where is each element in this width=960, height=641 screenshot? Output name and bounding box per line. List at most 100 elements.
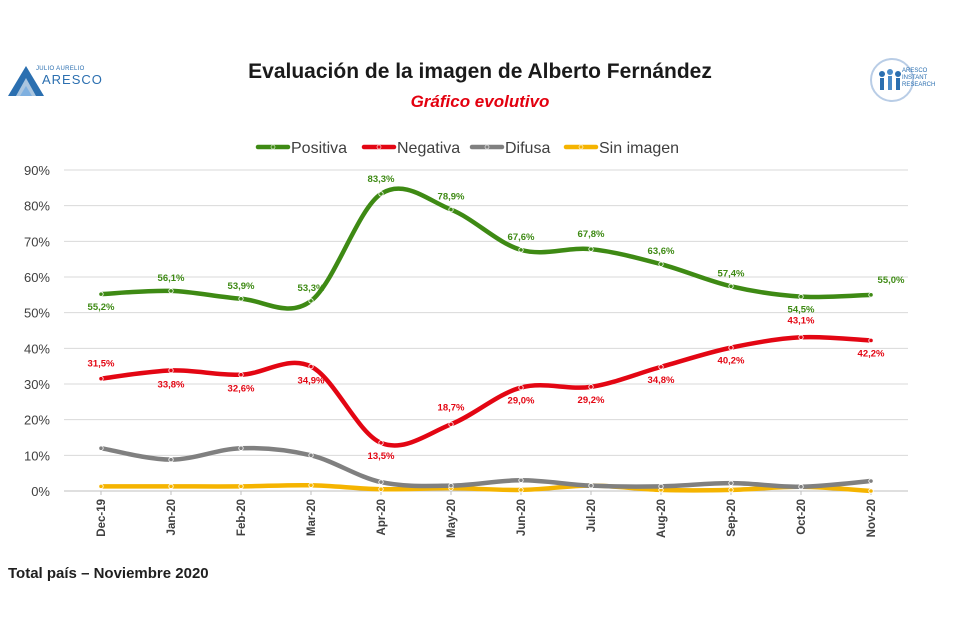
- x-tick-label: Jan-20: [166, 499, 178, 535]
- data-point: [798, 334, 804, 340]
- data-point: [168, 483, 174, 489]
- data-label: 67,6%: [508, 232, 535, 243]
- data-point: [798, 484, 804, 490]
- data-point: [868, 488, 874, 494]
- data-label: 32,6%: [228, 384, 255, 395]
- data-point: [658, 364, 664, 370]
- data-label: 42,2%: [858, 348, 885, 359]
- data-point: [238, 296, 244, 302]
- x-tick-label: May-20: [446, 499, 458, 538]
- data-label: 55,2%: [88, 302, 115, 313]
- data-point: [98, 376, 104, 382]
- data-label: 18,7%: [438, 402, 465, 413]
- y-tick-label: 70%: [24, 234, 50, 249]
- legend-marker: [484, 144, 490, 150]
- data-label: 78,9%: [438, 192, 465, 203]
- chart-legend: Positiva Negativa Difusa Sin imagen: [255, 140, 679, 157]
- data-point: [728, 487, 734, 493]
- data-point: [658, 483, 664, 489]
- data-point: [518, 487, 524, 493]
- data-label: 54,5%: [788, 305, 815, 316]
- footer-note: Total país – Noviembre 2020: [8, 565, 209, 582]
- y-axis: 0% 10% 20% 30% 40% 50% 60% 70% 80% 90%: [24, 163, 50, 499]
- data-label: 55,0%: [878, 275, 905, 286]
- x-axis: Dec-19 Jan-20 Feb-20 Mar-20 Apr-20 May-20 Jun-…: [96, 491, 878, 538]
- data-point: [308, 452, 314, 458]
- x-tick-label: Jul-20: [586, 499, 598, 532]
- chart-points: [98, 191, 874, 494]
- y-tick-label: 50%: [24, 306, 50, 321]
- data-point: [238, 372, 244, 378]
- data-label: 53,3%: [298, 283, 325, 294]
- legend-label: Sin imagen: [599, 140, 679, 157]
- legend-marker: [376, 144, 382, 150]
- y-tick-label: 20%: [24, 413, 50, 428]
- data-point: [728, 283, 734, 289]
- x-tick-label: Aug-20: [656, 499, 668, 538]
- logo-right-text: ARESCO INSTANT RESEARCH: [902, 68, 936, 88]
- data-point: [378, 440, 384, 446]
- data-point: [98, 445, 104, 451]
- y-tick-label: 40%: [24, 341, 50, 356]
- data-label: 57,4%: [718, 268, 745, 279]
- data-point: [518, 477, 524, 483]
- data-label: 29,0%: [508, 396, 535, 407]
- y-tick-label: 60%: [24, 270, 50, 285]
- data-point: [168, 367, 174, 374]
- data-label: 40,2%: [718, 356, 745, 367]
- data-label: 29,2%: [578, 395, 605, 406]
- data-label: 83,3%: [368, 174, 395, 185]
- data-label: 63,6%: [648, 246, 675, 257]
- data-label: 34,8%: [648, 375, 675, 386]
- data-point: [588, 246, 594, 252]
- chart-subtitle: Gráfico evolutivo: [410, 92, 550, 111]
- data-point: [98, 291, 104, 297]
- data-point: [308, 298, 314, 304]
- data-label: 13,5%: [368, 451, 395, 462]
- data-point: [518, 384, 524, 391]
- data-point: [798, 294, 804, 300]
- x-tick-label: Sep-20: [726, 499, 738, 537]
- data-point: [98, 483, 104, 489]
- logo-small-text: JULIO AURELIO: [36, 66, 85, 72]
- series-line-difusa: [98, 445, 874, 489]
- data-label: 43,1%: [788, 315, 815, 326]
- series-line-positiva: [98, 186, 874, 311]
- data-point: [588, 483, 594, 489]
- data-point: [378, 191, 384, 197]
- series-line-negativa: [98, 334, 874, 448]
- legend-marker: [578, 144, 584, 150]
- data-point: [868, 292, 874, 298]
- data-point: [448, 421, 454, 427]
- x-tick-label: Feb-20: [236, 499, 248, 536]
- data-point: [168, 288, 174, 294]
- data-point: [378, 479, 384, 485]
- chart-grid: [64, 169, 908, 492]
- x-tick-label: Jun-20: [516, 499, 528, 536]
- people-group-icon: [879, 69, 901, 90]
- aresco-instant-research-logo: ARESCO INSTANT RESEARCH: [866, 56, 935, 102]
- logo-ring-icon: [870, 58, 914, 102]
- y-tick-label: 0%: [31, 484, 50, 499]
- data-point: [518, 247, 524, 253]
- legend-label: Negativa: [397, 140, 460, 157]
- data-point: [588, 384, 594, 390]
- data-point: [728, 480, 734, 486]
- data-point: [308, 363, 314, 370]
- data-point: [868, 337, 874, 344]
- data-point: [238, 445, 244, 451]
- data-label: 56,1%: [158, 273, 185, 284]
- data-label: 33,8%: [158, 379, 185, 390]
- y-tick-label: 30%: [24, 377, 50, 392]
- y-tick-label: 10%: [24, 448, 50, 463]
- data-label: 67,8%: [578, 229, 605, 240]
- chart-data-labels: 55,2% 56,1% 53,9% 53,3% 83,3% 78,9% 67,6% 67,8%…: [88, 174, 905, 462]
- x-tick-label: Nov-20: [866, 499, 878, 537]
- chart-series: [98, 186, 874, 494]
- data-label: 34,9%: [298, 376, 325, 387]
- data-point: [448, 483, 454, 489]
- data-point: [238, 483, 244, 489]
- x-tick-label: Oct-20: [796, 499, 808, 535]
- x-tick-label: Mar-20: [306, 499, 318, 536]
